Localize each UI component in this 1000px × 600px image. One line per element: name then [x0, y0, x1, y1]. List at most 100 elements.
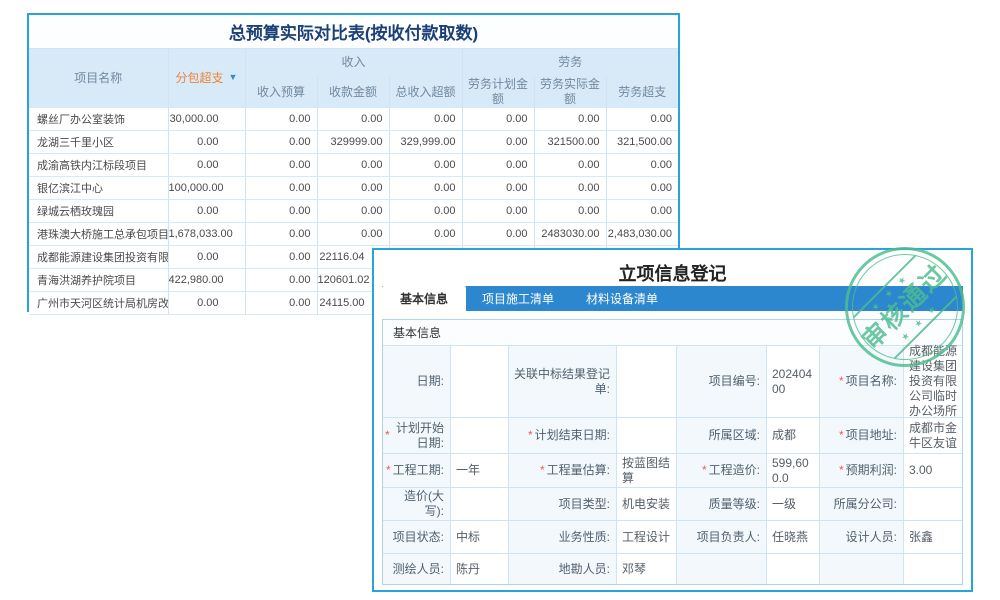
- form-field-value[interactable]: [451, 346, 509, 418]
- amount-cell: 329,999.00: [389, 130, 463, 154]
- form-field-value[interactable]: 机电安装: [617, 488, 677, 521]
- form-field-label: 设计人员:: [820, 521, 904, 554]
- table-row[interactable]: 成渝高铁内江标段项目 0.00 0.00 0.00 0.00 0.00 0.00 0.00: [29, 153, 679, 177]
- form-field-label: * 计划开始日期:: [383, 418, 451, 454]
- project-registration-window: 立项信息登记 基本信息 项目施工清单 材料设备清单 基本信息 日期: 关联中标结果…: [372, 248, 973, 592]
- form-field-label: 业务性质:: [509, 521, 617, 554]
- amount-cell: 2,483,030.00: [606, 222, 679, 246]
- form-field-value[interactable]: 中标: [451, 521, 509, 554]
- amount-cell: 321500.00: [534, 130, 607, 154]
- form-field-label: 造价(大写):: [383, 488, 451, 521]
- column-header-labor-planned: 劳务计划金额: [462, 76, 535, 108]
- form-field-value[interactable]: 成都市金牛区友谊: [904, 418, 962, 454]
- form-field-value[interactable]: 20240400: [767, 346, 820, 418]
- form-field-label: 所属区域:: [677, 418, 767, 454]
- project-name-cell[interactable]: 港珠澳大桥施工总承包项目: [29, 222, 169, 246]
- table-row[interactable]: 港珠澳大桥施工总承包项目 1,678,033.00 0.00 0.00 0.00 0.00…: [29, 222, 679, 246]
- sort-arrow-icon[interactable]: ▼: [228, 72, 238, 83]
- form-field-value[interactable]: 一年: [451, 454, 509, 488]
- amount-cell: 0.00: [168, 291, 246, 315]
- project-name-cell[interactable]: 龙湖三千里小区: [29, 130, 169, 154]
- form-field-label: 项目编号:: [677, 346, 767, 418]
- project-name-cell[interactable]: 绿城云栖玫瑰园: [29, 199, 169, 223]
- column-group-labor: 劳务: [462, 48, 679, 77]
- tab-construction-list[interactable]: 项目施工清单: [482, 292, 555, 306]
- form-field-value[interactable]: 3.00: [904, 454, 962, 488]
- table-row[interactable]: 绿城云栖玫瑰园 0.00 0.00 0.00 0.00 0.00 0.00 0.00: [29, 199, 679, 223]
- amount-cell: 0.00: [389, 153, 463, 177]
- form-field-value[interactable]: 工程设计: [617, 521, 677, 554]
- form-field-value[interactable]: 599,600.0: [767, 454, 820, 488]
- project-name-cell[interactable]: 成都能源建设集团投资有限公司: [29, 245, 169, 269]
- form-field-value[interactable]: [904, 488, 962, 521]
- tab-basic-info[interactable]: 基本信息: [382, 286, 467, 311]
- form-field-value[interactable]: [904, 554, 962, 584]
- form-field-value[interactable]: 邓琴: [617, 554, 677, 584]
- amount-cell: 0.00: [389, 199, 463, 223]
- column-group-income: 收入: [245, 48, 463, 77]
- project-name-cell[interactable]: 青海洪湖养护院项目: [29, 268, 169, 292]
- form-field-label: 项目状态:: [383, 521, 451, 554]
- amount-cell: 24115.00: [317, 291, 390, 315]
- form-field-value[interactable]: 成都: [767, 418, 820, 454]
- form-field-label: * 工程工期:: [383, 454, 451, 488]
- form-field-value[interactable]: 陈丹: [451, 554, 509, 584]
- amount-cell: 0.00: [168, 245, 246, 269]
- form-field-value[interactable]: 按蓝图结算: [617, 454, 677, 488]
- form-field-value[interactable]: 张鑫: [904, 521, 962, 554]
- form-field-value[interactable]: [767, 554, 820, 584]
- amount-cell: 0.00: [317, 199, 390, 223]
- form-field-label: 所属分公司:: [820, 488, 904, 521]
- project-name-cell[interactable]: 成渝高铁内江标段项目: [29, 153, 169, 177]
- basic-info-box: 基本信息 日期: 关联中标结果登记单: 项目编号: 20240400 * 项目名称: 成都能…: [382, 319, 963, 585]
- table-row[interactable]: 银亿滨江中心 100,000.00 0.00 0.00 0.00 0.00 0.00 0.00: [29, 176, 679, 200]
- form-field-value[interactable]: [617, 346, 677, 418]
- project-name-cell[interactable]: 银亿滨江中心: [29, 176, 169, 200]
- column-header-subcontract-overspend: 分包超支 ▼: [168, 48, 246, 108]
- required-marker: *: [527, 428, 533, 442]
- required-marker: *: [539, 463, 545, 477]
- tab-material-equipment-list[interactable]: 材料设备清单: [586, 292, 659, 306]
- budget-comparison-window: 总预算实际对比表(按收付款取数) 项目名称 分包超支 ▼ 收入 劳务 收入预算: [27, 13, 680, 315]
- budget-table-body: 螺丝厂办公室装饰 30,000.00 0.00 0.00 0.00 0.00 0.00 0.0…: [29, 107, 679, 315]
- amount-cell: 0.00: [245, 153, 318, 177]
- column-header-total-income-excess: 总收入超额: [389, 76, 463, 108]
- form-field-value[interactable]: 任晓燕: [767, 521, 820, 554]
- form-grid: 日期: 关联中标结果登记单: 项目编号: 20240400 * 项目名称: 成都能源建设集团…: [383, 344, 962, 584]
- form-field-label: 质量等级:: [677, 488, 767, 521]
- form-field-value[interactable]: [617, 418, 677, 454]
- form-field-label: * 工程量估算:: [509, 454, 617, 488]
- registration-title: 立项信息登记: [618, 264, 727, 284]
- registration-tabbar: 基本信息 项目施工清单 材料设备清单: [382, 286, 963, 311]
- amount-cell: 0.00: [317, 222, 390, 246]
- table-row[interactable]: 龙湖三千里小区 0.00 0.00 329999.00 329,999.00 0.00 32…: [29, 130, 679, 154]
- amount-cell: 0.00: [317, 107, 390, 131]
- amount-cell: 0.00: [168, 153, 246, 177]
- form-field-label: * 工程造价:: [677, 454, 767, 488]
- amount-cell: 0.00: [245, 245, 318, 269]
- amount-cell: 22116.04: [317, 245, 390, 269]
- amount-cell: 0.00: [389, 222, 463, 246]
- required-marker: *: [385, 428, 390, 442]
- column-header-project: 项目名称: [29, 48, 169, 108]
- amount-cell: 0.00: [389, 107, 463, 131]
- amount-cell: 1,678,033.00: [168, 222, 246, 246]
- form-field-value[interactable]: [451, 418, 509, 454]
- budget-table: 项目名称 分包超支 ▼ 收入 劳务 收入预算 收款金额 总收入超额 劳务计划金额…: [29, 48, 679, 315]
- amount-cell: 0.00: [462, 199, 535, 223]
- table-row[interactable]: 螺丝厂办公室装饰 30,000.00 0.00 0.00 0.00 0.00 0.00 0.0…: [29, 107, 679, 131]
- form-field-value[interactable]: 成都能源建设集团投资有限公司临时办公场所: [904, 344, 962, 418]
- form-field-value[interactable]: 一级: [767, 488, 820, 521]
- amount-cell: 0.00: [245, 130, 318, 154]
- amount-cell: 0.00: [317, 176, 390, 200]
- project-name-cell[interactable]: 广州市天河区统计局机房改造: [29, 291, 169, 315]
- column-header-income-budget: 收入预算: [245, 76, 318, 108]
- project-name-cell[interactable]: 螺丝厂办公室装饰: [29, 107, 169, 131]
- amount-cell: 0.00: [462, 107, 535, 131]
- amount-cell: 30,000.00: [168, 107, 246, 131]
- amount-cell: 0.00: [606, 199, 679, 223]
- column-header-labor-actual: 劳务实际金额: [534, 76, 607, 108]
- form-field-value[interactable]: [451, 488, 509, 521]
- section-title-basic-info: 基本信息: [383, 320, 962, 346]
- amount-cell: 0.00: [245, 291, 318, 315]
